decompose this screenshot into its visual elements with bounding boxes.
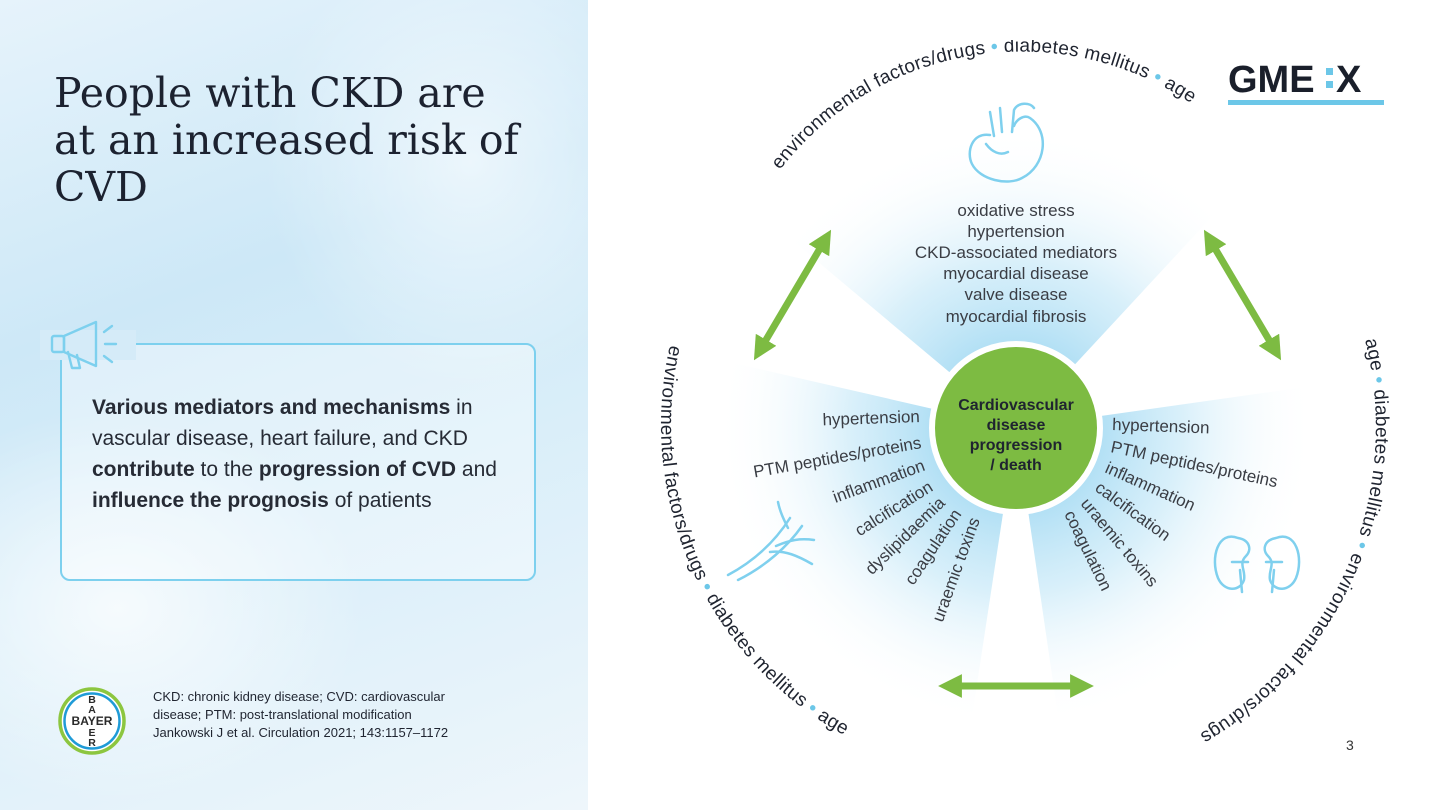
footnote-line: CKD: chronic kidney disease; CVD: cardio…: [153, 689, 445, 704]
vessel-mediator: hypertension: [822, 407, 920, 429]
footnote-line: disease; PTM: post-translational modific…: [153, 707, 412, 722]
page-number: 3: [1346, 737, 1354, 753]
bayer-letter: A: [88, 704, 96, 716]
title-line: People with CKD are: [54, 69, 486, 117]
ring-label-diabetes: diabetes mellitus: [1003, 40, 1153, 83]
blood-vessel-icon: [726, 500, 816, 582]
center-circle: [929, 341, 1103, 515]
callout-text: Various mediators and mechanisms in vasc…: [92, 392, 522, 516]
center-label-line: / death: [990, 457, 1042, 474]
kidney-icon: [1213, 535, 1301, 594]
double-arrow-right: [1203, 229, 1282, 361]
center-label-line: disease: [987, 417, 1046, 434]
footnote-line: Jankowski J et al. Circulation 2021; 143…: [153, 725, 449, 740]
bayer-wordmark: BAYER: [72, 714, 113, 728]
title-line: CVD: [54, 163, 148, 211]
ring-label-age: age: [1360, 336, 1387, 373]
kidney-fan: [1016, 385, 1324, 730]
callout-emphasis: contribute: [92, 458, 195, 481]
heart-fan: [780, 122, 1220, 428]
cvd-diagram: environmental factors/drugs • diabetes m…: [656, 40, 1392, 748]
bayer-logo: B A BAYER E R: [58, 687, 126, 755]
center-label-line: Cardiovascular: [958, 397, 1074, 414]
callout-segment: in vascular disease, heart failure, and …: [92, 396, 473, 450]
gmex-logo: GME X: [1228, 59, 1384, 105]
slide-title: People with CKD are at an increased risk…: [54, 70, 574, 211]
heart-mediator: hypertension: [967, 222, 1064, 241]
gmex-wordmark-left: GME: [1228, 59, 1315, 101]
heart-mediator: myocardial disease: [943, 264, 1089, 283]
callout-box: [60, 343, 536, 581]
double-arrow-left: [753, 229, 832, 361]
kidney-mediator: hypertension: [1112, 415, 1210, 437]
center-label-line: progression: [970, 437, 1062, 454]
footnote: CKD: chronic kidney disease; CVD: cardio…: [153, 688, 573, 742]
heart-mediator: myocardial fibrosis: [946, 307, 1087, 326]
heart-mediator: CKD-associated mediators: [915, 243, 1117, 262]
heart-mediator: oxidative stress: [957, 201, 1074, 220]
callout-emphasis: influence the prognosis: [92, 489, 329, 512]
callout-emphasis: progression of CVD: [258, 458, 457, 481]
callout-segment: and: [456, 458, 497, 481]
gmex-wordmark-right: X: [1336, 59, 1362, 101]
callout-segment: to the: [194, 458, 259, 481]
title-line: at an increased risk of: [54, 116, 519, 164]
heart-icon: [968, 102, 1044, 183]
bayer-letter: R: [88, 737, 96, 749]
ring-label-env: environmental factors/drugs: [656, 344, 712, 584]
callout-emphasis: Various mediators and mechanisms: [92, 396, 451, 419]
callout-segment: of patients: [328, 489, 432, 512]
ring-label-diabetes: diabetes mellitus: [1354, 388, 1392, 539]
left-panel-background: [0, 0, 588, 810]
heart-mediator: valve disease: [964, 285, 1067, 304]
bayer-letter: B: [88, 694, 96, 706]
bayer-letter: E: [88, 727, 95, 739]
megaphone-icon: [50, 320, 118, 370]
